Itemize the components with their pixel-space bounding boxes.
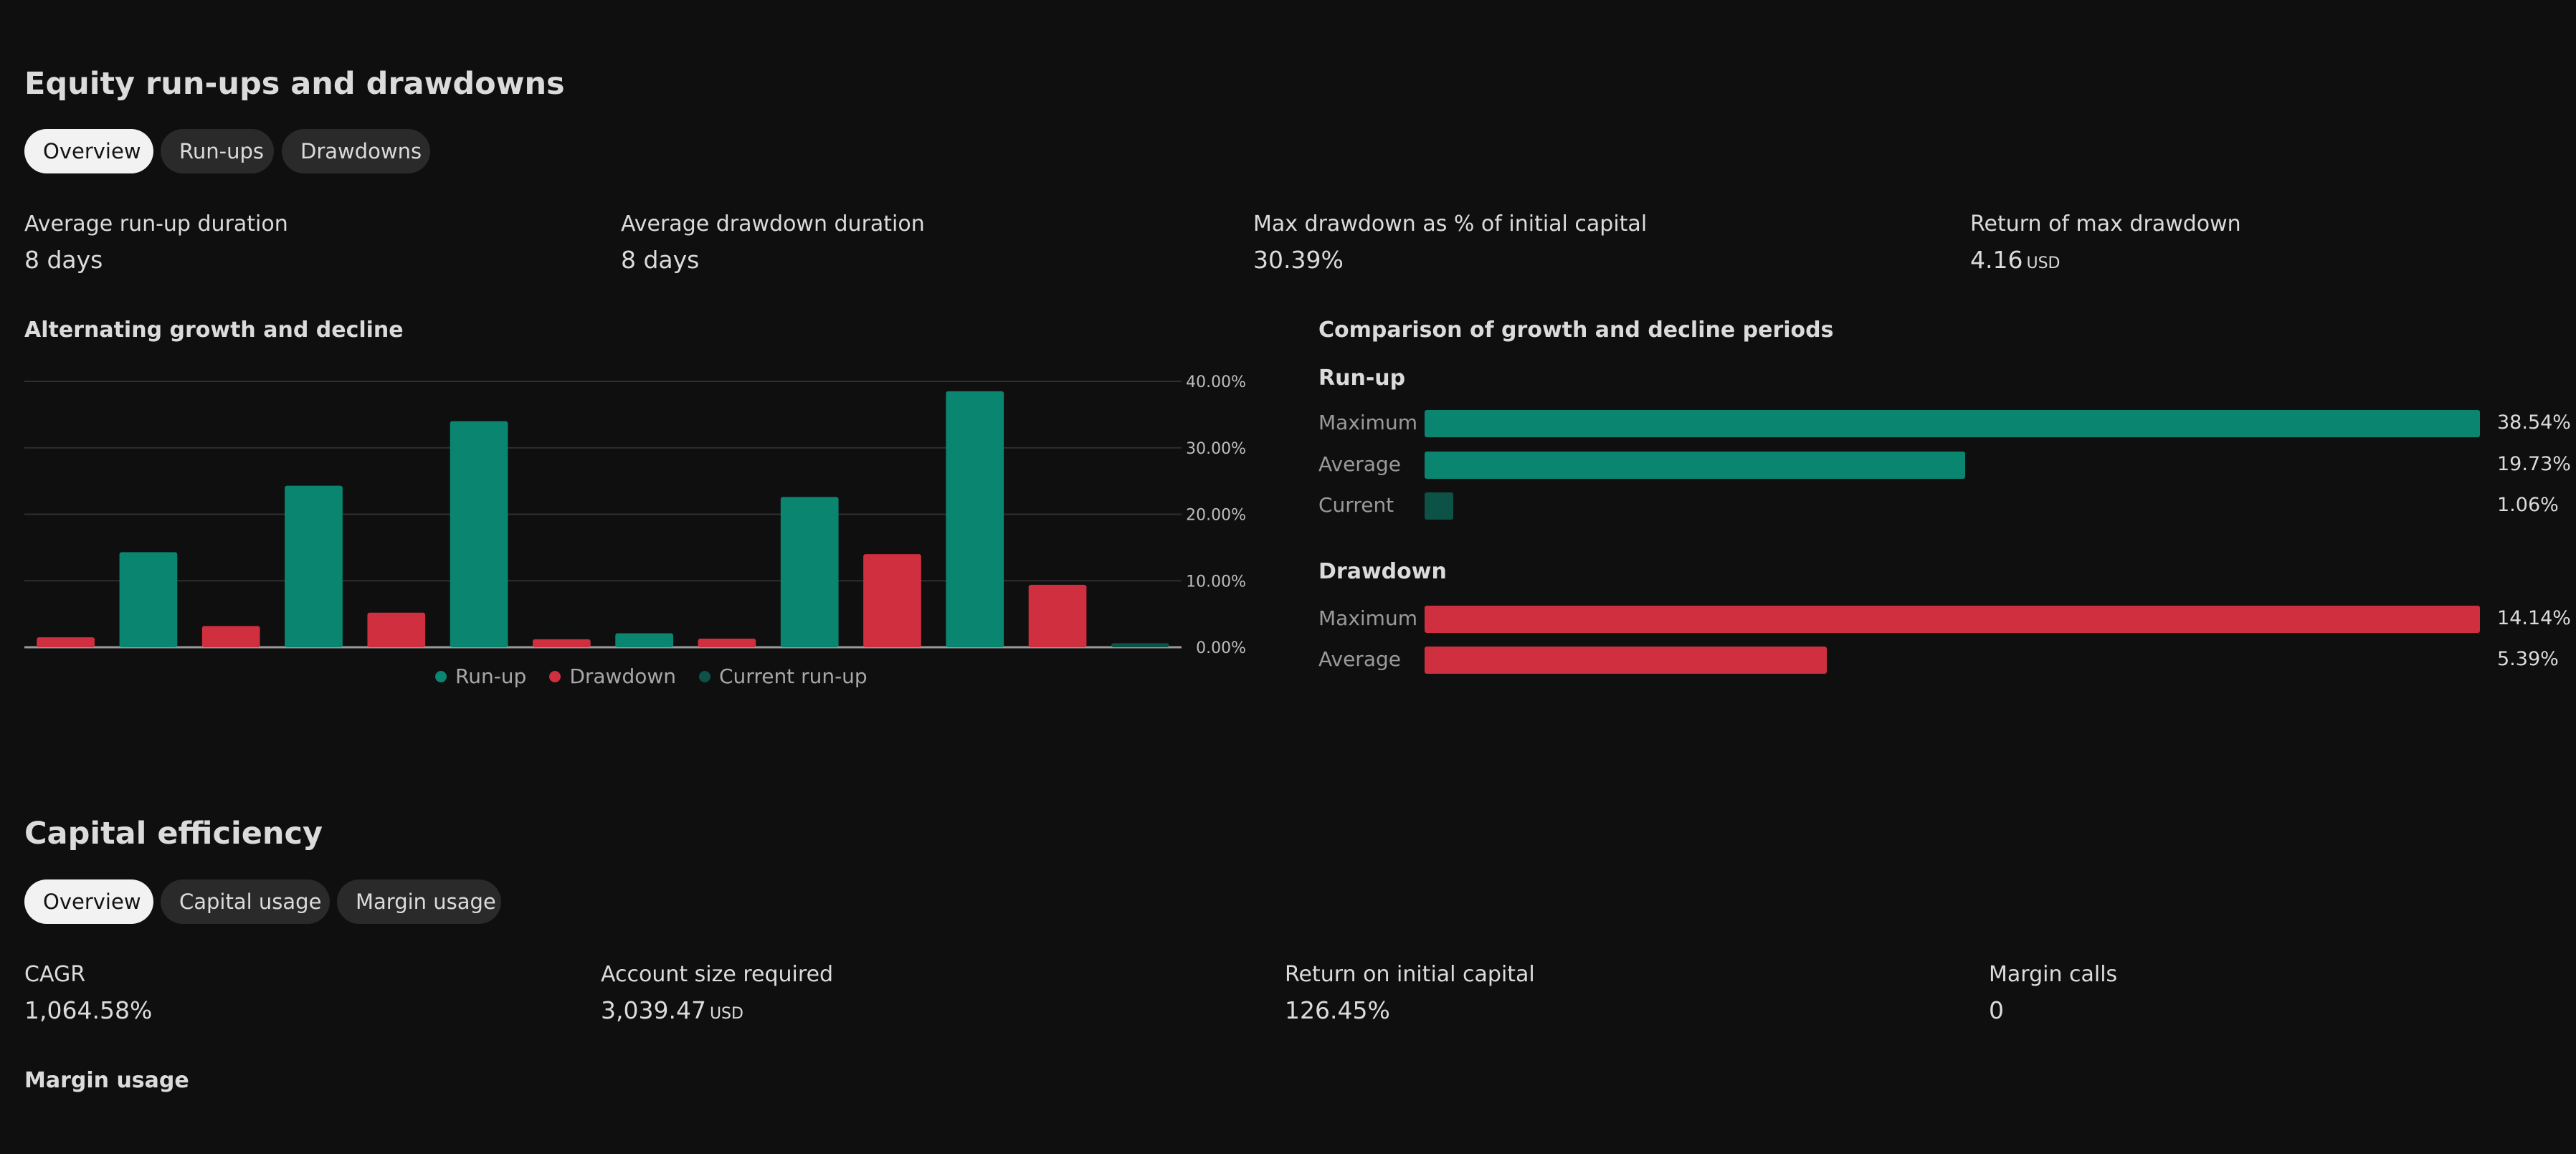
bar-runup-current — [1425, 492, 1454, 520]
stat-label-account-size: Account size required — [601, 962, 834, 987]
tab-capital-usage[interactable]: Capital usage — [161, 879, 330, 924]
bar-run-up[interactable] — [615, 633, 673, 647]
bar-run-up[interactable] — [946, 391, 1004, 647]
row-value-drawdown-average: 5.39% — [2497, 648, 2559, 670]
bar-drawdown[interactable] — [863, 554, 921, 647]
bar-run-up[interactable] — [450, 421, 508, 647]
row-label-runup-maximum: Maximum — [1318, 411, 1417, 434]
legend-dot-runup — [435, 670, 447, 682]
group-title-runup: Run-up — [1318, 366, 1406, 391]
chart-title-alternating: Alternating growth and decline — [24, 318, 404, 343]
stat-value-number: 4.16 — [1970, 246, 2023, 274]
row-label-runup-current: Current — [1318, 493, 1394, 517]
bar-drawdown[interactable] — [37, 637, 95, 647]
y-tick-label: 40.00% — [1186, 373, 1246, 391]
currency-unit: USD — [2026, 254, 2061, 272]
bar-drawdown[interactable] — [698, 638, 756, 647]
stat-value-cagr: 1,064.58% — [24, 996, 153, 1024]
legend-label-runup: Run-up — [455, 664, 527, 688]
stat-label-avg-runup-duration: Average run-up duration — [24, 211, 288, 237]
stat-label-avg-drawdown-duration: Average drawdown duration — [621, 211, 925, 237]
chart-title-comparison: Comparison of growth and decline periods — [1318, 318, 1834, 343]
tab-drawdowns[interactable]: Drawdowns — [282, 129, 430, 173]
row-value-runup-average: 19.73% — [2497, 453, 2571, 475]
stat-value-avg-runup-duration: 8 days — [24, 246, 103, 274]
tab-margin-usage[interactable]: Margin usage — [337, 879, 501, 924]
row-value-drawdown-maximum: 14.14% — [2497, 607, 2571, 629]
stat-value-margin-calls: 0 — [1989, 996, 2004, 1024]
bar-runup-maximum — [1425, 410, 2480, 437]
row-value-runup-maximum: 38.54% — [2497, 411, 2571, 434]
bar-drawdown-average — [1425, 647, 1828, 674]
stat-value-avg-drawdown-duration: 8 days — [621, 246, 700, 274]
stat-value-return-max-drawdown: 4.16 USD — [1970, 246, 2061, 274]
row-label-runup-average: Average — [1318, 452, 1401, 476]
legend-dot-drawdown — [549, 670, 561, 682]
section-title-equity: Equity run-ups and drawdowns — [24, 66, 565, 102]
margin-usage-heading: Margin usage — [24, 1068, 189, 1093]
bar-drawdown[interactable] — [201, 626, 260, 647]
bar-run-up[interactable] — [119, 552, 178, 647]
row-label-drawdown-maximum: Maximum — [1318, 606, 1417, 630]
bar-run-up[interactable] — [285, 485, 343, 647]
currency-unit: USD — [709, 1005, 743, 1023]
stat-value-account-size: 3,039.47 USD — [601, 996, 743, 1024]
bar-drawdown[interactable] — [1028, 584, 1087, 647]
stat-label-margin-calls: Margin calls — [1989, 962, 2118, 987]
stat-value-return-initial-capital: 126.45% — [1285, 996, 1390, 1024]
bar-drawdown[interactable] — [367, 612, 426, 647]
row-value-runup-current: 1.06% — [2497, 494, 2559, 516]
bar-run-up[interactable] — [780, 497, 839, 647]
chart-legend: Run-up Drawdown Current run-up — [435, 664, 868, 688]
y-tick-label: 10.00% — [1186, 573, 1246, 591]
group-title-drawdown: Drawdown — [1318, 559, 1447, 584]
tab-run-ups[interactable]: Run-ups — [161, 129, 274, 173]
legend-dot-current-runup — [699, 670, 710, 682]
stat-label-cagr: CAGR — [24, 962, 86, 987]
y-tick-label: 30.00% — [1186, 440, 1246, 458]
y-tick-label: 0.00% — [1196, 639, 1246, 657]
section-title-capital: Capital efficiency — [24, 816, 323, 852]
stat-value-number: 3,039.47 — [601, 996, 706, 1024]
tab-capital-overview[interactable]: Overview — [24, 879, 153, 924]
legend-item-drawdown: Drawdown — [549, 664, 676, 688]
legend-item-current-runup: Current run-up — [699, 664, 868, 688]
y-tick-label: 20.00% — [1186, 507, 1246, 525]
legend-item-runup: Run-up — [435, 664, 526, 688]
legend-label-current-runup: Current run-up — [719, 664, 868, 688]
stat-label-max-drawdown-pct: Max drawdown as % of initial capital — [1253, 211, 1648, 237]
tab-overview[interactable]: Overview — [24, 129, 153, 173]
bar-runup-average — [1425, 452, 1965, 479]
bar-current-run-up[interactable] — [1111, 643, 1169, 647]
bar-drawdown[interactable] — [533, 639, 591, 647]
stat-label-return-initial-capital: Return on initial capital — [1285, 962, 1535, 987]
legend-label-drawdown: Drawdown — [569, 664, 676, 688]
stat-value-max-drawdown-pct: 30.39% — [1253, 246, 1344, 274]
row-label-drawdown-average: Average — [1318, 647, 1401, 671]
stat-label-return-max-drawdown: Return of max drawdown — [1970, 211, 2241, 237]
bar-chart-alternating: 0.00% 10.00% 20.00% 30.00% 40.00% — [24, 373, 1246, 657]
bar-drawdown-maximum — [1425, 606, 2480, 633]
